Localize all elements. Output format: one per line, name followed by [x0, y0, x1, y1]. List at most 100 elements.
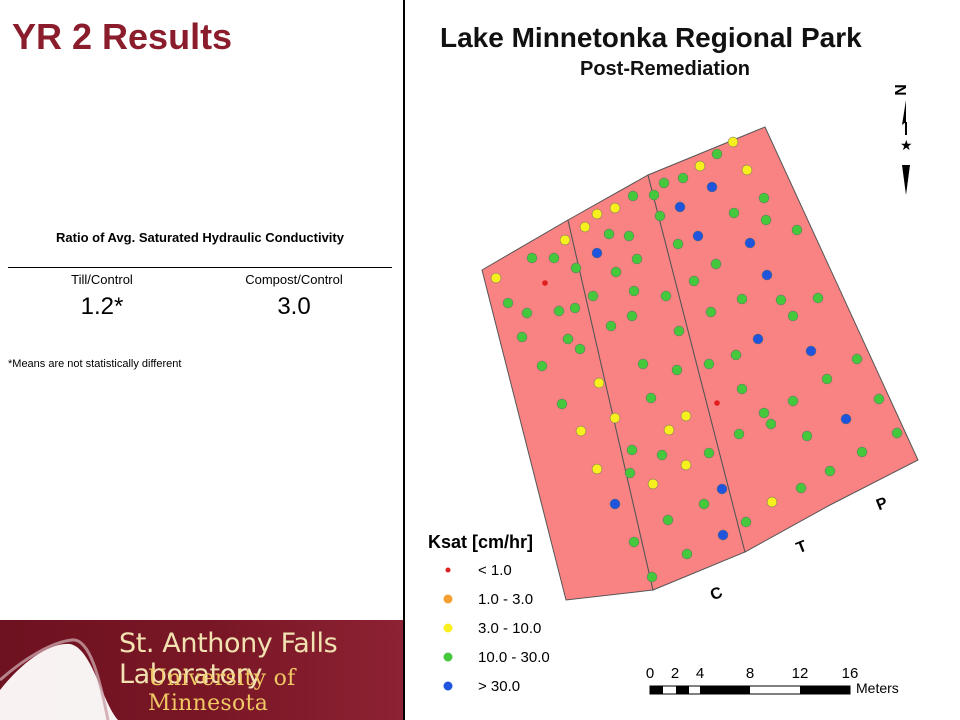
sample-point: [570, 262, 582, 274]
sample-point: [688, 275, 700, 287]
sample-point: [674, 201, 686, 213]
sample-point: [714, 400, 720, 406]
sample-point: [673, 325, 685, 337]
sample-point: [521, 307, 533, 319]
sample-point: [671, 364, 683, 376]
ratio-value-compost: 3.0: [277, 293, 311, 320]
sample-point: [628, 285, 640, 297]
sample-point: [733, 428, 745, 440]
sample-point: [548, 252, 560, 264]
scale-bar: 0 2 4 8 12 16 Meters: [646, 665, 899, 696]
sample-point: [728, 207, 740, 219]
sample-point: [730, 349, 742, 361]
sample-point: [542, 280, 548, 286]
sample-point: [703, 447, 715, 459]
sample-point: [490, 272, 502, 284]
plot-strip-p: [647, 126, 919, 553]
sample-point: [645, 392, 657, 404]
sample-point: [579, 221, 591, 233]
sample-point: [626, 310, 638, 322]
sample-point: [603, 228, 615, 240]
sample-point: [663, 424, 675, 436]
north-arrow-icon: N ★: [893, 84, 913, 195]
sample-point: [710, 258, 722, 270]
footnote: *Means are not statistically different: [8, 358, 182, 370]
sample-point: [856, 446, 868, 458]
sample-point: [562, 333, 574, 345]
sample-point: [637, 358, 649, 370]
sample-point: [623, 230, 635, 242]
scale-tick-label: 8: [746, 665, 754, 682]
sample-point: [791, 224, 803, 236]
legend-label: 3.0 - 10.0: [478, 620, 541, 637]
sample-point: [593, 377, 605, 389]
sample-point: [681, 548, 693, 560]
strip-label-c: C: [708, 584, 725, 604]
map-title: Lake Minnetonka Regional Park: [440, 22, 862, 53]
sample-point: [698, 498, 710, 510]
sample-point: [656, 449, 668, 461]
sample-point: [609, 202, 621, 214]
sample-point: [626, 444, 638, 456]
sample-point: [631, 253, 643, 265]
sample-point: [556, 398, 568, 410]
sample-point: [680, 410, 692, 422]
sample-point: [727, 136, 739, 148]
sample-point: [605, 320, 617, 332]
divider-line: [403, 0, 405, 720]
sample-point: [765, 418, 777, 430]
ratio-table-rule: [8, 267, 392, 268]
sample-point: [553, 305, 565, 317]
sample-point: [575, 425, 587, 437]
sample-point: [648, 189, 660, 201]
legend-swatch: [443, 594, 453, 604]
sample-point: [536, 360, 548, 372]
sample-point: [761, 269, 773, 281]
sample-point: [711, 148, 723, 160]
sample-point: [559, 234, 571, 246]
sample-point: [591, 463, 603, 475]
legend: < 1.0 1.0 - 3.0 3.0 - 10.0 10.0 - 30.0 > 30.…: [443, 562, 550, 695]
sample-point: [705, 306, 717, 318]
sample-point: [628, 536, 640, 548]
sample-point: [787, 310, 799, 322]
scale-tick-label: 16: [842, 665, 859, 682]
scale-tick-label: 12: [792, 665, 809, 682]
sample-point: [609, 498, 621, 510]
legend-swatch: [443, 623, 453, 633]
sample-point: [706, 181, 718, 193]
sample-point: [703, 358, 715, 370]
sample-point: [824, 465, 836, 477]
sample-point: [694, 160, 706, 172]
legend-title: Ksat [cm/hr]: [428, 532, 533, 552]
sample-point: [627, 190, 639, 202]
legend-label: < 1.0: [478, 562, 512, 579]
sample-point: [646, 571, 658, 583]
sample-point: [740, 516, 752, 528]
university-footer: St. Anthony Falls Laboratory University …: [0, 620, 403, 720]
sample-point: [677, 172, 689, 184]
scale-tick-label: 4: [696, 665, 704, 682]
site-map: C T P N ★ Ksat [cm/hr] < 1.0 1.0 - 3.0 3.0…: [428, 84, 919, 696]
sample-point: [658, 177, 670, 189]
strip-label-t: T: [794, 538, 810, 558]
sample-point: [766, 496, 778, 508]
ratio-value-till: 1.2*: [80, 293, 124, 320]
sample-point: [741, 164, 753, 176]
sample-point: [647, 478, 659, 490]
sample-point: [574, 343, 586, 355]
sample-point: [821, 373, 833, 385]
ratio-table-title: Ratio of Avg. Saturated Hydraulic Conduc…: [56, 230, 344, 245]
sample-point: [591, 208, 603, 220]
sample-point: [692, 230, 704, 242]
sample-point: [812, 292, 824, 304]
sample-point: [609, 412, 621, 424]
sample-point: [851, 353, 863, 365]
sample-point: [569, 302, 581, 314]
legend-swatch: [445, 567, 451, 573]
legend-label: > 30.0: [478, 678, 520, 695]
sample-points: [490, 136, 903, 583]
sample-point: [662, 514, 674, 526]
sample-point: [805, 345, 817, 357]
map-subtitle: Post-Remediation: [580, 58, 751, 80]
